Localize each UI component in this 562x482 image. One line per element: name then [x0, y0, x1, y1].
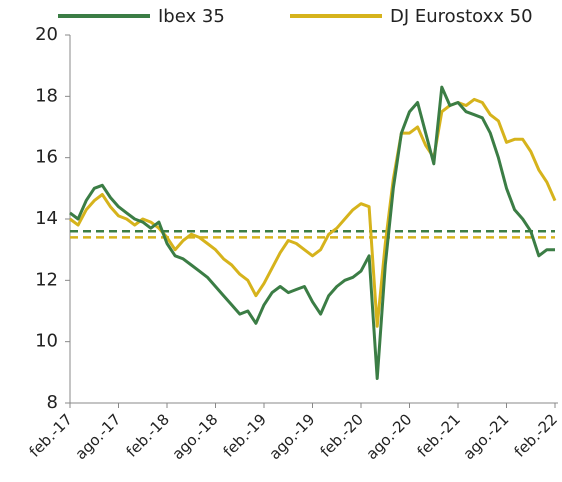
x-tick-label: feb.-20 [317, 410, 367, 460]
x-tick-label: ago.-21 [460, 410, 513, 463]
series-line [69, 97, 557, 328]
y-tick-label: 18 [35, 85, 58, 106]
y-tick-label: 14 [35, 208, 58, 229]
x-tick-label: feb.-21 [414, 410, 464, 460]
y-tick-label: 8 [47, 392, 58, 413]
y-tick-label: 20 [35, 24, 58, 45]
x-tick-label: ago.-17 [72, 410, 125, 463]
legend-label: Ibex 35 [158, 6, 225, 27]
legend-label: DJ Eurostoxx 50 [390, 6, 533, 27]
y-tick-label: 10 [35, 331, 58, 352]
x-tick-label: ago.-19 [266, 410, 319, 463]
series-line [69, 85, 555, 380]
x-tick-label: feb.-17 [26, 410, 76, 460]
x-tick-label: ago.-20 [363, 410, 416, 463]
x-tick-label: feb.-18 [123, 410, 173, 460]
x-tick-label: feb.-22 [511, 410, 561, 460]
x-tick-label: feb.-19 [220, 410, 270, 460]
y-tick-label: 16 [35, 147, 58, 168]
y-tick-label: 12 [35, 269, 58, 290]
x-tick-label: ago.-18 [169, 410, 222, 463]
